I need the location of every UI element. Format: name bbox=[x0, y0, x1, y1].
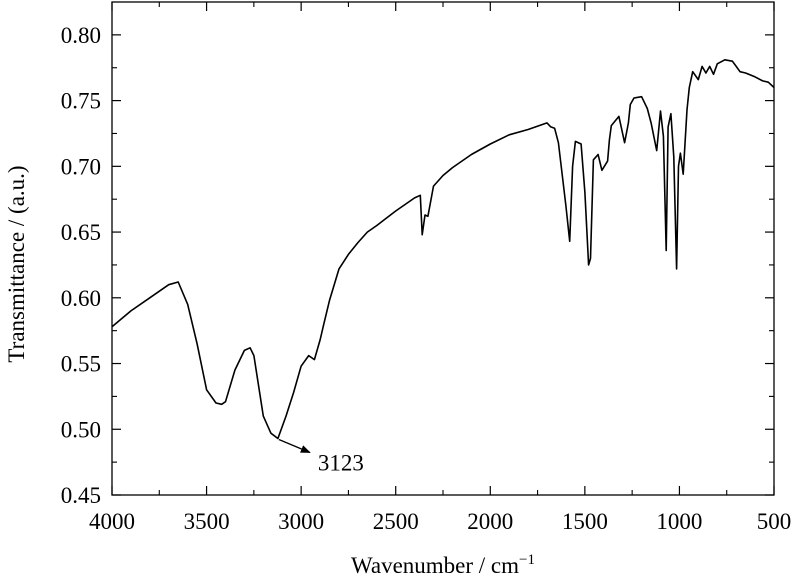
y-tick-label: 0.60 bbox=[61, 286, 101, 311]
y-tick-label: 0.80 bbox=[61, 23, 101, 48]
y-tick-label: 0.75 bbox=[61, 89, 101, 114]
x-tick-label: 2500 bbox=[373, 509, 419, 534]
x-axis-tick-labels: 4000 3500 3000 2500 2000 1500 1000 500 bbox=[89, 509, 791, 534]
y-tick-label: 0.50 bbox=[61, 417, 101, 442]
plot-area bbox=[111, 1, 775, 496]
y-tick-label: 0.70 bbox=[61, 154, 101, 179]
annotation-arrow bbox=[278, 438, 311, 454]
plot-frame bbox=[111, 1, 775, 496]
annotation-label: 3123 bbox=[318, 450, 364, 475]
y-tick-label: 0.45 bbox=[61, 483, 101, 508]
y-axis-tick-labels: 0.45 0.50 0.55 0.60 0.65 0.70 0.75 0.80 bbox=[61, 23, 101, 508]
x-tick-label: 3000 bbox=[278, 509, 324, 534]
y-tick-label: 0.55 bbox=[61, 352, 101, 377]
series-line bbox=[111, 59, 775, 440]
x-tick-label: 1000 bbox=[656, 509, 702, 534]
x-tick-label: 1500 bbox=[562, 509, 608, 534]
y-tick-label: 0.65 bbox=[61, 220, 101, 245]
x-axis-ticks bbox=[111, 2, 775, 495]
y-axis-title: Transmittance / (a.u.) bbox=[4, 165, 29, 362]
annotation-group: 3123 bbox=[278, 438, 364, 475]
x-tick-label: 2000 bbox=[467, 509, 513, 534]
series-group bbox=[111, 59, 775, 440]
y-axis-ticks bbox=[112, 34, 774, 496]
x-tick-label: 500 bbox=[757, 509, 792, 534]
x-axis-title: Wavenumber / cm−1 bbox=[351, 552, 535, 578]
x-tick-label: 3500 bbox=[184, 509, 230, 534]
x-tick-label: 4000 bbox=[89, 509, 135, 534]
